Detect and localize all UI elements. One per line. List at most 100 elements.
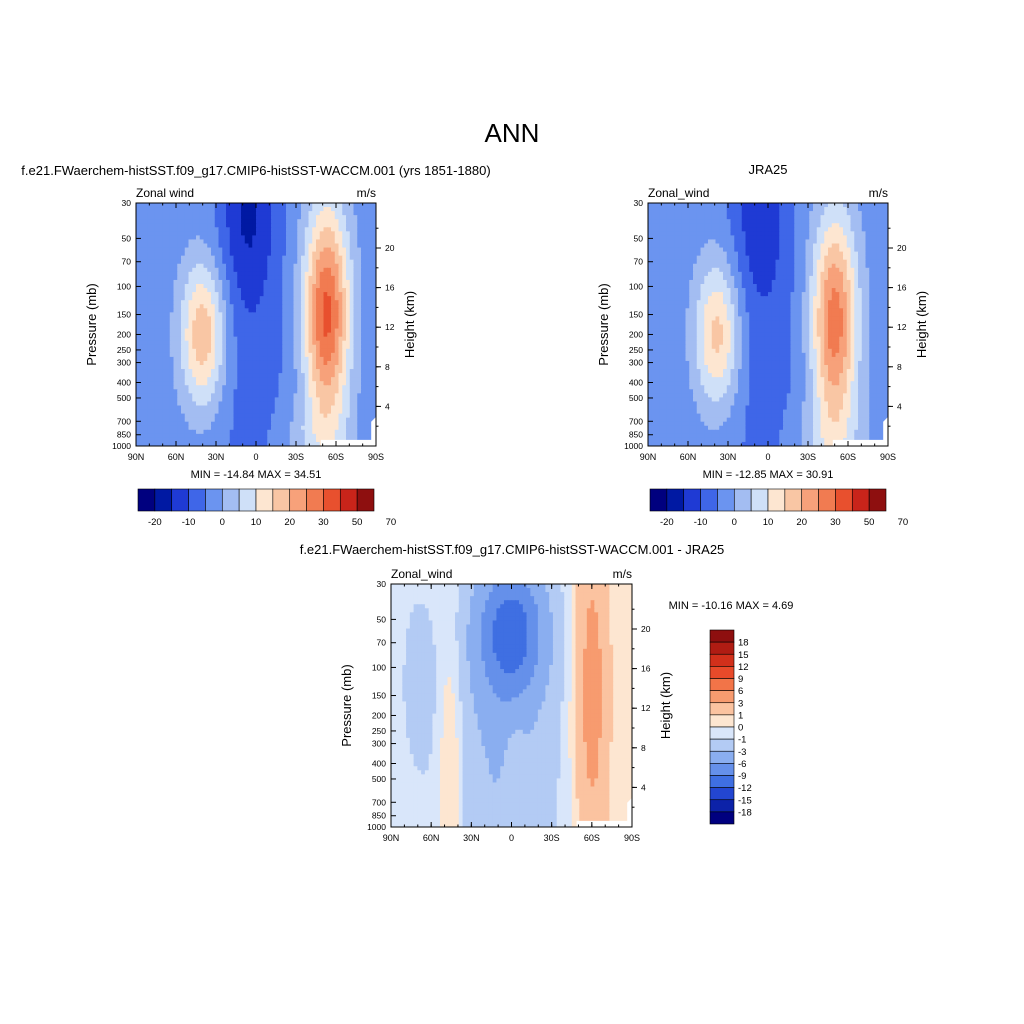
field-cell (663, 251, 668, 257)
field-cell (139, 227, 145, 232)
field-cell (700, 207, 705, 212)
field-cell (237, 207, 242, 212)
field-cell (166, 288, 171, 293)
field-cell (873, 247, 878, 253)
field-cell (192, 401, 197, 407)
field-cell (364, 239, 370, 245)
field-cell (708, 219, 713, 224)
field-cell (199, 340, 205, 346)
field-cell (297, 316, 302, 322)
field-cell (267, 231, 272, 236)
field-cell (357, 235, 362, 241)
field-cell (237, 227, 242, 232)
field-cell (353, 312, 358, 317)
field-cell (203, 207, 208, 212)
field-cell (188, 312, 193, 317)
field-cell (278, 263, 283, 269)
y-tick-label: 300 (117, 358, 131, 368)
field-cell (749, 207, 754, 212)
field-cell (158, 365, 163, 370)
field-cell (184, 247, 190, 253)
field-cell (319, 356, 325, 362)
field-cell (286, 429, 291, 435)
colorbar-label: -10 (182, 517, 196, 528)
field-cell (289, 247, 295, 253)
field-cell (316, 389, 321, 394)
field-cell (338, 397, 343, 403)
field-cell (271, 340, 276, 346)
x-tick-label: 90S (368, 452, 384, 462)
field-cell (271, 433, 276, 439)
field-cell (248, 231, 253, 236)
field-cell (297, 231, 302, 236)
field-cell (738, 243, 743, 249)
field-cell (241, 441, 246, 446)
field-cell (670, 235, 675, 241)
field-cell (304, 279, 310, 285)
field-cell (229, 215, 235, 220)
field-cell (203, 425, 208, 431)
field-cell (241, 417, 246, 423)
field-cell (873, 259, 878, 265)
field-cell (237, 425, 242, 431)
field-cell (319, 279, 325, 285)
field-cell (226, 296, 231, 301)
field-cell (188, 215, 193, 220)
field-cell (708, 259, 713, 265)
field-cell (259, 211, 265, 216)
field-cell (286, 207, 291, 212)
field-cell (173, 239, 178, 245)
field-cell (136, 203, 141, 208)
field-cell (151, 352, 156, 358)
field-cell (192, 373, 197, 378)
field-cell (184, 352, 190, 358)
field-cell (158, 223, 163, 228)
field-cell (327, 300, 332, 305)
field-cell (316, 433, 321, 439)
field-cell (338, 328, 343, 334)
field-cell (327, 429, 332, 435)
field-cell (158, 381, 163, 386)
field-cell (368, 255, 373, 261)
field-cell (801, 259, 807, 265)
field-cell (308, 275, 313, 281)
field-cell (334, 348, 340, 354)
field-cell (368, 300, 373, 305)
field-cell (241, 421, 246, 427)
field-cell (711, 235, 717, 241)
field-cell (334, 332, 340, 338)
field-cell (301, 275, 306, 281)
field-cell (372, 219, 376, 224)
field-cell (248, 385, 253, 390)
field-cell (188, 397, 193, 403)
field-cell (173, 215, 178, 220)
field-cell (651, 247, 657, 253)
field-cell (651, 239, 657, 245)
field-cell (663, 211, 668, 216)
field-cell (226, 227, 231, 232)
field-cell (301, 255, 306, 261)
field-cell (207, 316, 212, 322)
field-cell (274, 316, 280, 322)
field-cell (199, 324, 205, 330)
field-cell (222, 316, 227, 322)
field-cell (289, 300, 295, 305)
field-cell (139, 300, 145, 305)
field-cell (278, 389, 283, 394)
field-cell (308, 433, 313, 439)
field-cell (726, 247, 732, 253)
field-cell (158, 263, 163, 269)
field-cell (241, 393, 246, 398)
field-cell (319, 413, 325, 419)
field-cell (693, 207, 698, 212)
field-cell (184, 219, 190, 224)
field-cell (361, 263, 366, 269)
field-cell (334, 417, 340, 423)
field-cell (726, 211, 732, 216)
field-cell (809, 255, 814, 261)
field-cell (233, 421, 238, 427)
field-cell (286, 417, 291, 423)
field-cell (880, 215, 885, 220)
field-cell (154, 239, 160, 245)
field-cell (850, 227, 855, 232)
